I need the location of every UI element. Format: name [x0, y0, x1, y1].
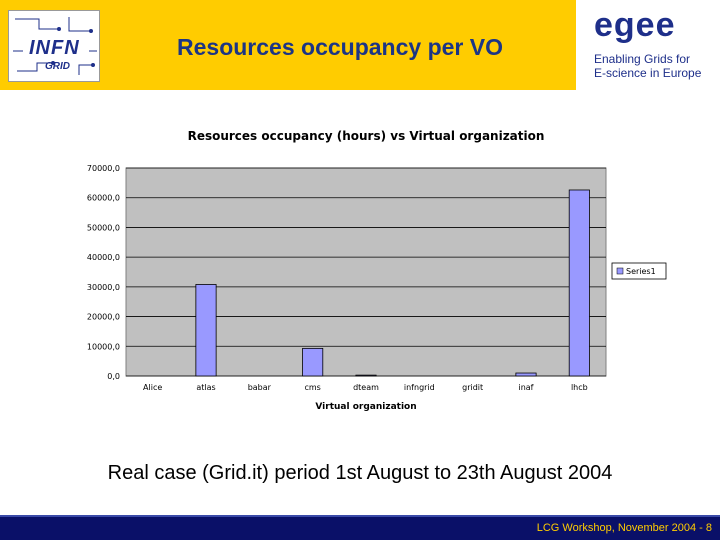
bar-inaf [515, 372, 537, 377]
egee-logo-text: egee [594, 6, 676, 44]
x-axis-label: Virtual organization [315, 402, 416, 412]
y-tick-label: 60000,0 [87, 194, 120, 203]
egee-logo-word: egee [594, 6, 676, 45]
circuit-lines-icon [13, 17, 97, 75]
y-tick-label: 20000,0 [87, 313, 120, 322]
x-tick-label: dteam [353, 383, 379, 392]
bar-lhcb [568, 189, 590, 377]
legend-label: Series1 [626, 267, 656, 276]
y-tick-label: 50000,0 [87, 223, 120, 232]
bar-dteam [355, 374, 377, 377]
y-tick-label: 40000,0 [87, 253, 120, 262]
x-tick-label: inaf [518, 383, 533, 392]
header-band: INFN GRID Resources occupancy per VO [0, 0, 576, 90]
x-tick-label: babar [248, 383, 272, 392]
page-title: Resources occupancy per VO [177, 34, 503, 60]
grid-logo-text: GRID [45, 61, 70, 72]
legend-swatch [616, 267, 624, 275]
infn-grid-logo: INFN GRID [8, 10, 100, 82]
egee-logo: egee Enabling Grids for E-science in Eur… [576, 0, 720, 90]
y-tick-label: 30000,0 [87, 283, 120, 292]
x-tick-label: Alice [143, 383, 162, 392]
bar-chart: Resources occupancy (hours) vs Virtual o… [87, 129, 667, 412]
bar-cms [302, 347, 324, 377]
x-tick-label: cms [304, 383, 320, 392]
egee-tagline-line1: Enabling Grids for [594, 52, 691, 66]
x-tick-label: gridit [462, 383, 483, 392]
x-tick-label: infngrid [404, 383, 435, 392]
x-tick-label: lhcb [571, 383, 588, 392]
egee-tagline: Enabling Grids for E-science in Europe [594, 52, 701, 80]
y-tick-label: 10000,0 [87, 342, 120, 351]
chart-container: Resources occupancy (hours) vs Virtual o… [60, 115, 680, 415]
y-tick-label: 0,0 [107, 372, 120, 381]
egee-tagline-line2: E-science in Europe [594, 66, 702, 80]
chart-title: Resources occupancy (hours) vs Virtual o… [188, 129, 545, 143]
footer-bar: LCG Workshop, November 2004 - 8 [0, 515, 720, 540]
x-tick-label: atlas [196, 383, 215, 392]
y-tick-label: 70000,0 [87, 164, 120, 173]
infn-logo-text: INFN [29, 37, 80, 59]
bar-atlas [195, 284, 217, 377]
footer-text: LCG Workshop, November 2004 - 8 [536, 522, 712, 534]
slide-caption: Real case (Grid.it) period 1st August to… [107, 462, 613, 484]
legend-box [611, 262, 667, 280]
